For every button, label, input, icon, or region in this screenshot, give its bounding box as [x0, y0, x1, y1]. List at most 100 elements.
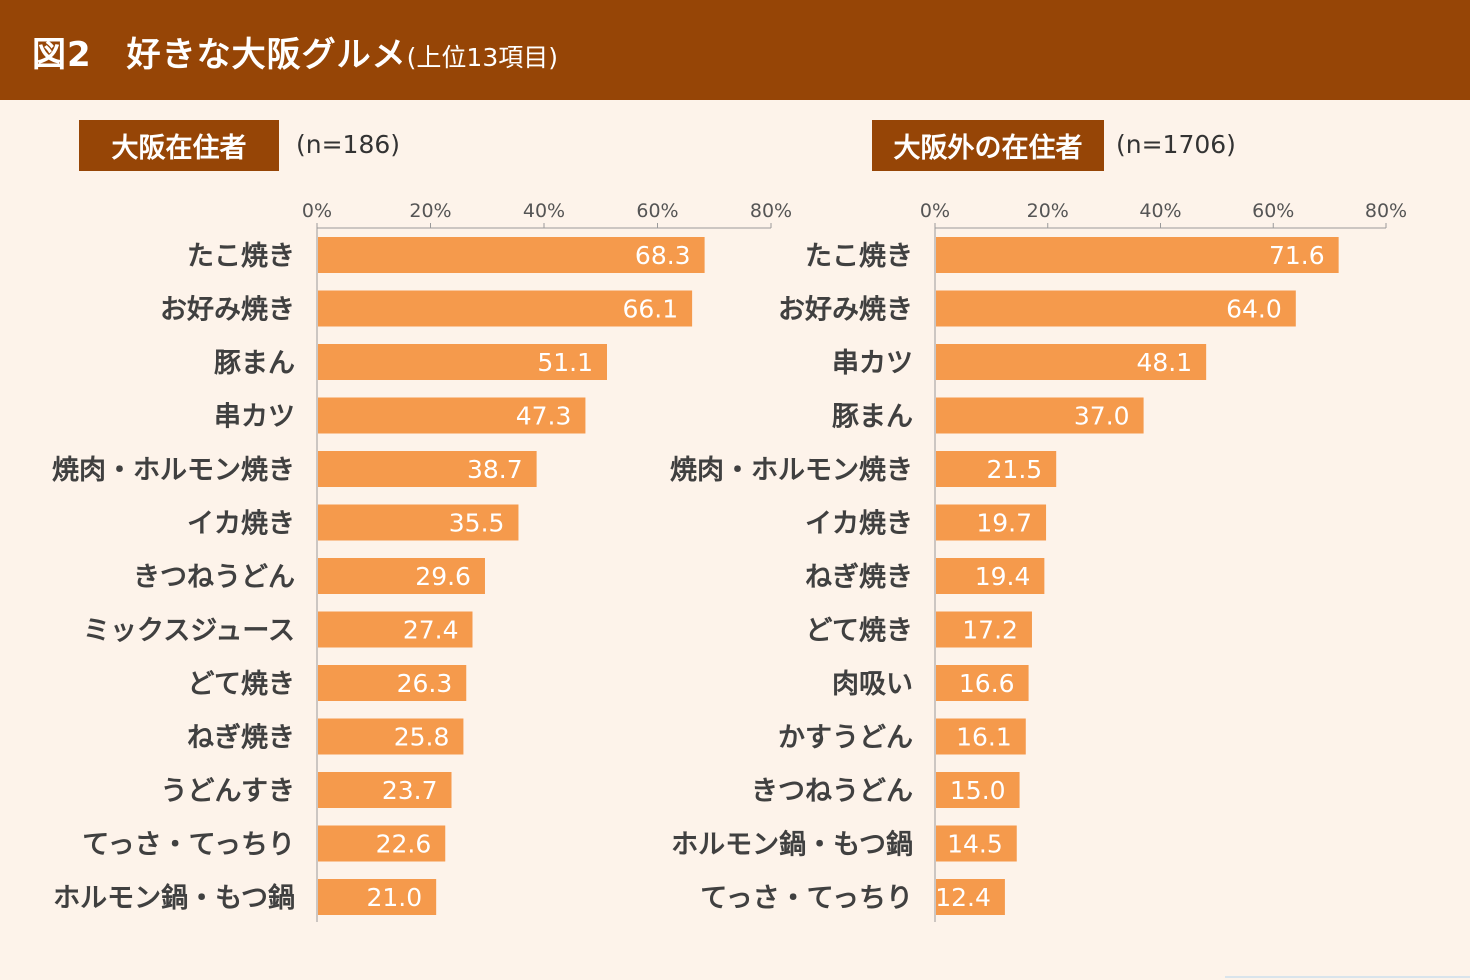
right-tick-label: 20% — [1027, 200, 1069, 222]
right-category-label: 焼肉・ホルモン焼き — [670, 455, 913, 486]
left-bar — [318, 344, 607, 380]
right-bar — [936, 397, 1144, 434]
right-tick-label: 80% — [1365, 200, 1407, 222]
left-chart: 0% 20% 40% 60% 80% 68.3 たこ焼き 66.1 お好み焼き 51.1 豚まん 47… — [52, 200, 792, 922]
left-tick-label: 60% — [636, 200, 678, 222]
right-panel-label: 大阪外の在住者 — [872, 120, 1104, 171]
figure-subtitle: (上位13項目) — [406, 43, 558, 72]
right-value-label: 37.0 — [1074, 402, 1130, 431]
left-bar — [318, 451, 537, 487]
left-category-label: ねぎ焼き — [187, 723, 295, 754]
right-category-label: ホルモン鍋・もつ鍋 — [671, 829, 913, 861]
right-category-label: かすうどん — [778, 723, 913, 754]
right-bar — [936, 237, 1339, 273]
right-category-label: 豚まん — [832, 402, 913, 433]
left-bar — [318, 237, 705, 273]
right-value-label: 17.2 — [962, 616, 1018, 645]
right-tick-label: 40% — [1139, 200, 1181, 222]
left-value-label: 22.6 — [376, 830, 432, 859]
left-category-label: てっさ・てっちり — [82, 830, 295, 861]
left-category-label: きつねうどん — [133, 562, 295, 593]
left-value-label: 29.6 — [415, 562, 471, 591]
left-category-label: 焼肉・ホルモン焼き — [52, 455, 295, 486]
right-category-label: てっさ・てっちり — [700, 883, 913, 914]
right-chart: 0% 20% 40% 60% 80% 71.6 たこ焼き 64.0 お好み焼き 48.1 串カツ 37… — [670, 200, 1407, 922]
right-tick-label: 60% — [1252, 200, 1294, 222]
left-bar — [318, 772, 452, 808]
right-bar — [936, 772, 1020, 808]
left-value-label: 26.3 — [397, 669, 453, 698]
right-bar — [936, 344, 1207, 380]
right-category-label: 串カツ — [832, 348, 913, 379]
left-category-label: たこ焼き — [187, 241, 295, 272]
bottom-rule — [1225, 976, 1470, 978]
right-bar — [936, 451, 1057, 487]
left-category-label: 串カツ — [214, 402, 295, 433]
left-bar — [318, 290, 693, 327]
left-category-label: ホルモン鍋・もつ鍋 — [53, 882, 295, 914]
left-bar — [318, 825, 446, 862]
left-bar — [318, 718, 464, 755]
right-category-label: きつねうどん — [751, 776, 913, 807]
left-bar — [318, 504, 519, 541]
left-value-label: 21.0 — [367, 883, 423, 912]
left-value-label: 27.4 — [403, 616, 459, 645]
right-panel-n: (n=1706) — [1116, 130, 1236, 159]
right-tick-label: 0% — [920, 200, 950, 222]
right-value-label: 19.7 — [976, 509, 1032, 538]
right-bar — [936, 504, 1047, 541]
left-tick-label: 0% — [302, 200, 332, 222]
title-bar: 図2 好きな大阪グルメ(上位13項目) — [0, 0, 1470, 100]
left-bar — [318, 611, 473, 648]
right-category-label: ねぎ焼き — [805, 562, 913, 593]
left-bar — [318, 558, 485, 594]
left-value-label: 35.5 — [449, 509, 505, 538]
right-value-label: 12.4 — [935, 883, 991, 912]
figure-title: 図2 好きな大阪グルメ(上位13項目) — [32, 27, 558, 76]
right-category-label: 肉吸い — [832, 669, 913, 700]
right-value-label: 48.1 — [1136, 348, 1192, 377]
left-value-label: 23.7 — [382, 776, 438, 805]
left-category-label: うどんすき — [161, 776, 295, 807]
left-bar — [318, 665, 467, 701]
left-category-label: どて焼き — [188, 669, 295, 700]
left-panel-n: (n=186) — [296, 130, 401, 159]
left-tick-label: 40% — [523, 200, 565, 222]
right-value-label: 21.5 — [987, 455, 1043, 484]
left-category-label: イカ焼き — [187, 509, 295, 540]
left-value-label: 47.3 — [516, 402, 572, 431]
right-value-label: 15.0 — [950, 776, 1006, 805]
left-bar — [318, 879, 437, 915]
right-category-label: たこ焼き — [805, 241, 913, 272]
left-tick-label: 80% — [750, 200, 792, 222]
left-value-label: 38.7 — [467, 455, 523, 484]
right-bar — [936, 825, 1017, 862]
right-bar — [936, 558, 1045, 594]
left-category-label: 豚まん — [214, 348, 295, 379]
right-value-label: 19.4 — [975, 562, 1031, 591]
right-bar — [936, 290, 1296, 327]
right-category-label: お好み焼き — [778, 295, 913, 326]
right-category-label: イカ焼き — [805, 509, 913, 540]
left-bar — [318, 397, 586, 434]
right-bar — [936, 718, 1026, 755]
left-value-label: 66.1 — [622, 295, 678, 324]
right-category-label: どて焼き — [806, 616, 913, 647]
left-panel-label: 大阪在住者 — [79, 120, 279, 171]
right-bar — [936, 665, 1029, 701]
left-category-label: お好み焼き — [160, 295, 295, 326]
left-tick-label: 20% — [409, 200, 451, 222]
left-value-label: 68.3 — [635, 241, 691, 270]
left-category-label: ミックスジュース — [83, 616, 295, 647]
right-value-label: 16.6 — [959, 669, 1015, 698]
right-bar — [936, 611, 1032, 648]
right-value-label: 71.6 — [1269, 241, 1325, 270]
figure-title-main: 図2 好きな大阪グルメ — [32, 35, 407, 75]
right-value-label: 14.5 — [947, 830, 1003, 859]
right-bar — [936, 879, 1005, 915]
left-value-label: 25.8 — [394, 723, 450, 752]
right-value-label: 64.0 — [1226, 295, 1282, 324]
right-value-label: 16.1 — [956, 723, 1012, 752]
left-value-label: 51.1 — [537, 348, 593, 377]
